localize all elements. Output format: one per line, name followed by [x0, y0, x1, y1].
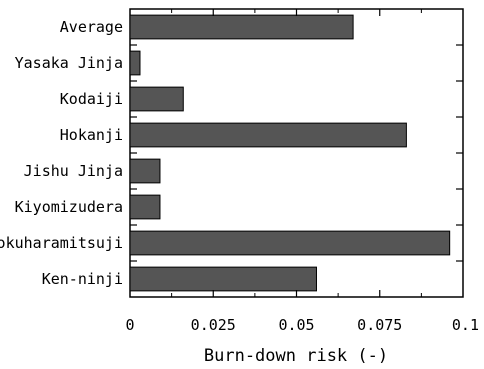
x-tick-label-4: 0.1	[452, 316, 479, 334]
bar-0	[129, 14, 354, 40]
category-label-2: Kodaiji	[60, 90, 123, 108]
category-label-5: Kiyomizudera	[15, 198, 123, 216]
bar-3	[129, 122, 407, 148]
x-tick-label-0: 0	[125, 316, 134, 334]
category-label-1: Yasaka Jinja	[15, 54, 123, 72]
bars-group	[129, 14, 451, 292]
bar-6	[129, 230, 451, 256]
bar-7	[129, 266, 317, 292]
bar-4	[129, 158, 161, 184]
bar-5	[129, 194, 161, 220]
x-axis-tick-labels: 0 0.025 0.05 0.075 0.1	[125, 316, 479, 334]
x-tick-label-1: 0.025	[191, 316, 236, 334]
category-label-6: Rokuharamitsuji	[0, 234, 123, 252]
x-tick-label-2: 0.05	[278, 316, 314, 334]
x-tick-label-3: 0.075	[357, 316, 402, 334]
category-label-0: Average	[60, 18, 123, 36]
category-label-3: Hokanji	[60, 126, 123, 144]
bar-1	[129, 50, 141, 76]
x-axis-ticks	[171, 9, 422, 297]
bar-2	[129, 86, 184, 112]
category-labels: Average Yasaka Jinja Kodaiji Hokanji Jishu J…	[0, 18, 123, 288]
x-axis-title: Burn-down risk (-)	[204, 346, 388, 366]
category-label-7: Ken-ninji	[42, 270, 123, 288]
y-axis-ticks	[130, 44, 463, 262]
category-label-4: Jishu Jinja	[24, 162, 123, 180]
